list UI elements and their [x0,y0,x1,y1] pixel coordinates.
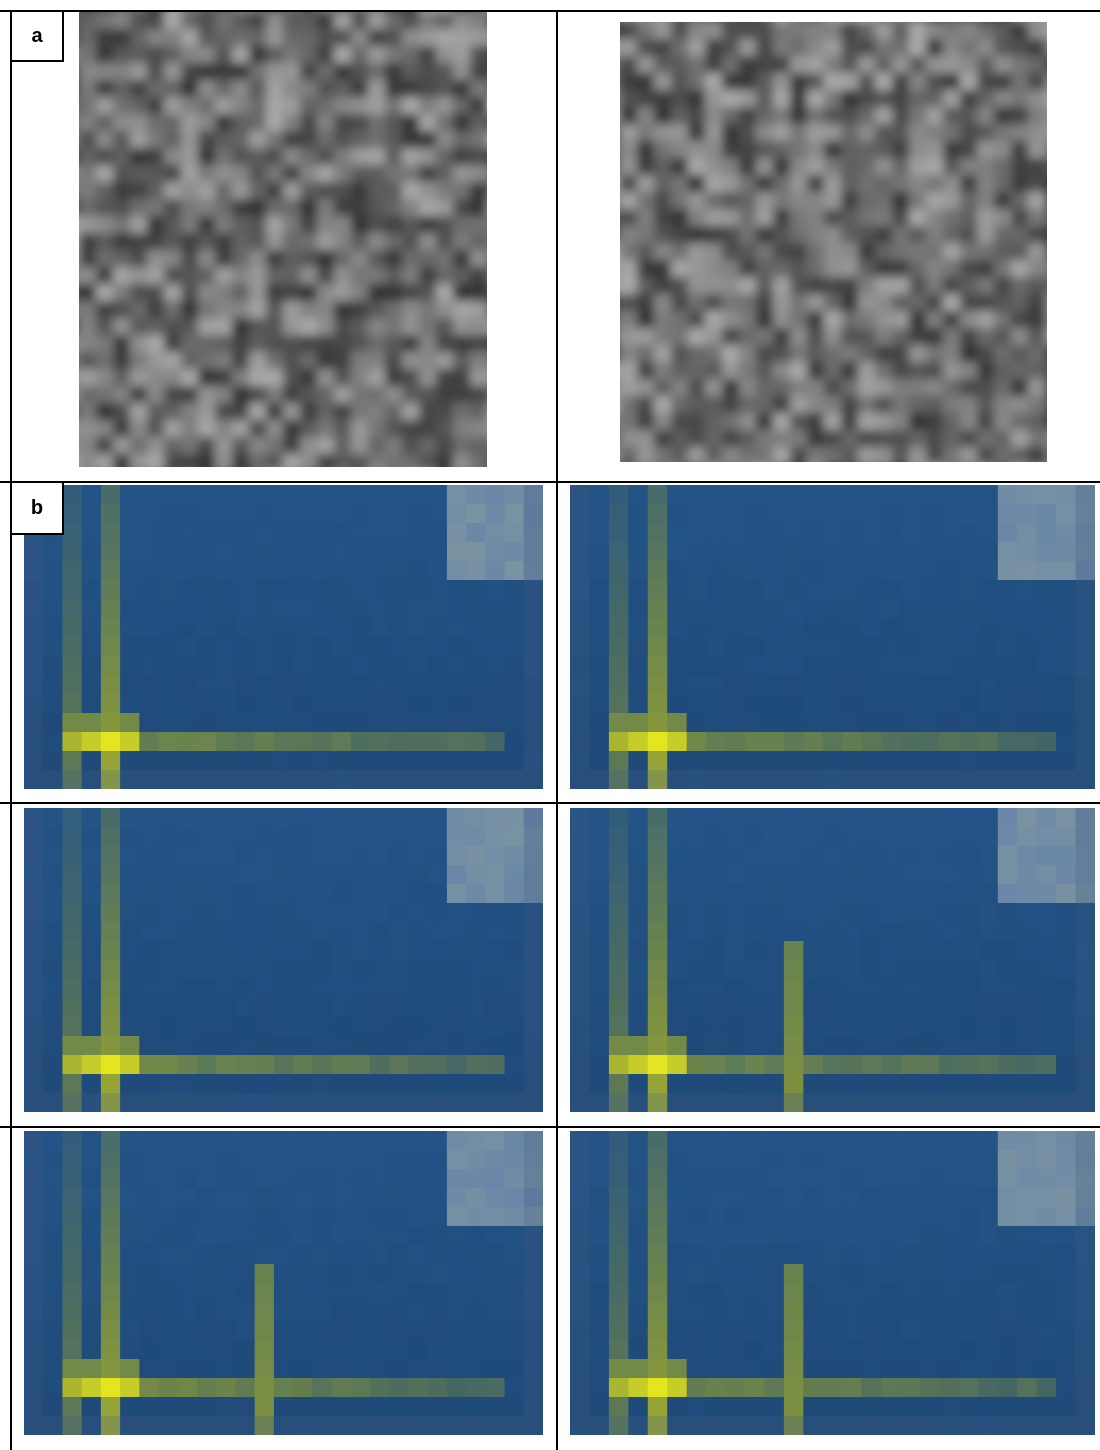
panel-label-b: b [10,481,64,535]
table-border-row-a-b [0,481,1100,483]
micrograph-a-left [79,12,487,467]
table-border-left [10,10,12,1450]
heatmap-b-r2-right [570,808,1095,1112]
heatmap-b-r3-left [24,1131,543,1435]
heatmap-b-r2-left [24,808,543,1112]
table-border-row-b2-b3 [0,1126,1100,1128]
heatmap-b-r1-left [24,485,543,789]
heatmap-b-r1-right [570,485,1095,789]
table-border-top [0,10,1100,12]
table-border-row-b1-b2 [0,802,1100,804]
panel-label-a: a [10,10,64,62]
table-border-middle [556,10,558,1450]
micrograph-a-right [620,22,1047,462]
heatmap-b-r3-right [570,1131,1095,1435]
